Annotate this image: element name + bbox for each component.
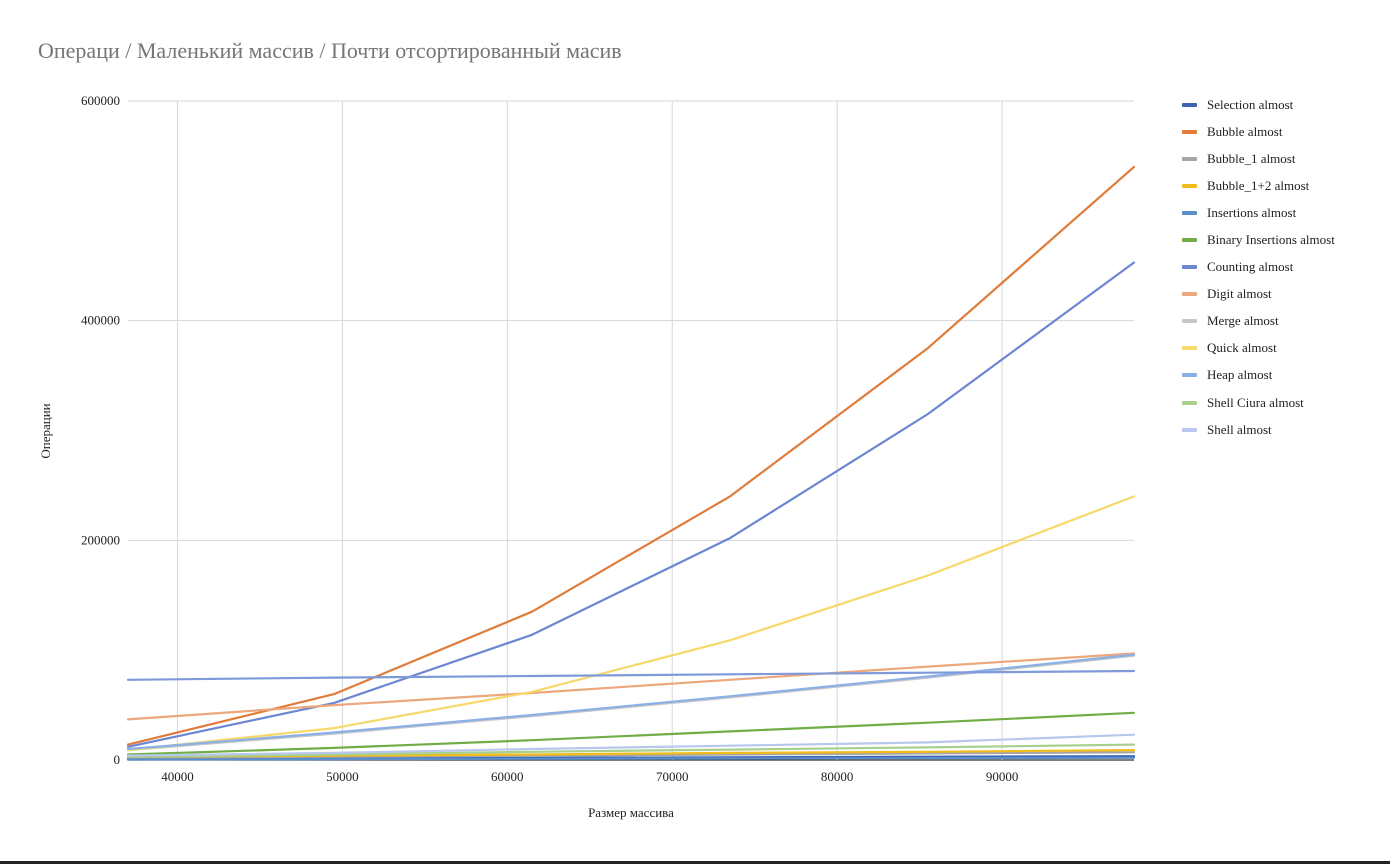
legend-label: Selection almost	[1207, 96, 1294, 112]
legend-item: Merge almost	[1182, 308, 1335, 335]
legend-item: Digit almost	[1182, 281, 1335, 308]
legend-swatch	[1182, 238, 1197, 243]
legend-swatch	[1182, 319, 1197, 324]
x-axis-ticks: 40000 50000 60000 70000 80000 90000	[161, 769, 1018, 784]
x-tick-label: 60000	[491, 769, 524, 784]
legend-swatch	[1182, 292, 1197, 297]
legend-swatch	[1182, 210, 1197, 215]
legend-label: Bubble_1 almost	[1207, 150, 1296, 166]
x-tick-label: 40000	[161, 769, 194, 784]
legend-label: Digit almost	[1207, 286, 1272, 302]
y-axis-title: Операции	[38, 403, 53, 458]
legend-swatch	[1182, 156, 1197, 161]
x-tick-label: 90000	[986, 769, 1019, 784]
legend-label: Quick almost	[1207, 340, 1277, 356]
y-tick-label: 600000	[81, 93, 120, 108]
legend-swatch	[1182, 183, 1197, 188]
legend-item: Shell almost	[1182, 416, 1335, 443]
legend-item: Shell Ciura almost	[1182, 389, 1335, 416]
x-axis-title: Размер массива	[588, 805, 674, 820]
legend-label: Bubble almost	[1207, 123, 1283, 139]
legend-swatch	[1182, 427, 1197, 432]
series-line-9	[126, 495, 1136, 752]
series-line-7	[126, 652, 1136, 721]
chart-title: Операци / Маленький массив / Почти отсор…	[38, 38, 622, 63]
legend-swatch	[1182, 373, 1197, 378]
series-line-1	[126, 165, 1136, 746]
series-line-12	[126, 733, 1136, 757]
legend-item: Counting almost	[1182, 254, 1335, 281]
y-tick-label: 0	[114, 752, 121, 767]
series-line-2	[126, 751, 1136, 759]
legend-label: Counting almost	[1207, 259, 1294, 275]
legend-item: Heap almost	[1182, 362, 1335, 389]
y-tick-label: 200000	[81, 532, 120, 547]
legend-label: Merge almost	[1207, 313, 1279, 329]
legend-item: Bubble_1 almost	[1182, 145, 1335, 172]
legend-item: Selection almost	[1182, 91, 1335, 118]
legend-swatch	[1182, 346, 1197, 351]
legend-swatch	[1182, 265, 1197, 270]
legend-label: Shell almost	[1207, 421, 1272, 437]
y-tick-label: 400000	[81, 313, 120, 328]
legend-swatch	[1182, 400, 1197, 405]
legend-label: Insertions almost	[1207, 204, 1297, 220]
legend-label: Heap almost	[1207, 367, 1273, 383]
x-tick-label: 50000	[326, 769, 359, 784]
legend-label: Bubble_1+2 almost	[1207, 177, 1310, 193]
legend-swatch	[1182, 102, 1197, 107]
legend-item: Binary Insertions almost	[1182, 226, 1335, 253]
legend-item: Bubble almost	[1182, 118, 1335, 145]
series-lines	[126, 165, 1136, 761]
bottom-divider	[0, 861, 1390, 864]
y-axis-ticks: 0 200000 400000 600000	[81, 93, 120, 767]
grid	[128, 100, 1134, 761]
series-line-13	[126, 669, 1136, 681]
x-tick-label: 80000	[821, 769, 854, 784]
legend-swatch	[1182, 129, 1197, 134]
series-line-4	[126, 756, 1136, 761]
legend-label: Shell Ciura almost	[1207, 394, 1304, 410]
legend: Selection almost Bubble almost Bubble_1 al…	[1182, 91, 1335, 443]
series-line-11	[126, 743, 1136, 758]
series-line-5	[126, 711, 1136, 756]
series-line-6	[126, 261, 1136, 748]
legend-item: Insertions almost	[1182, 199, 1335, 226]
x-tick-label: 70000	[656, 769, 689, 784]
legend-item: Quick almost	[1182, 335, 1335, 362]
legend-item: Bubble_1+2 almost	[1182, 172, 1335, 199]
legend-label: Binary Insertions almost	[1207, 232, 1335, 248]
